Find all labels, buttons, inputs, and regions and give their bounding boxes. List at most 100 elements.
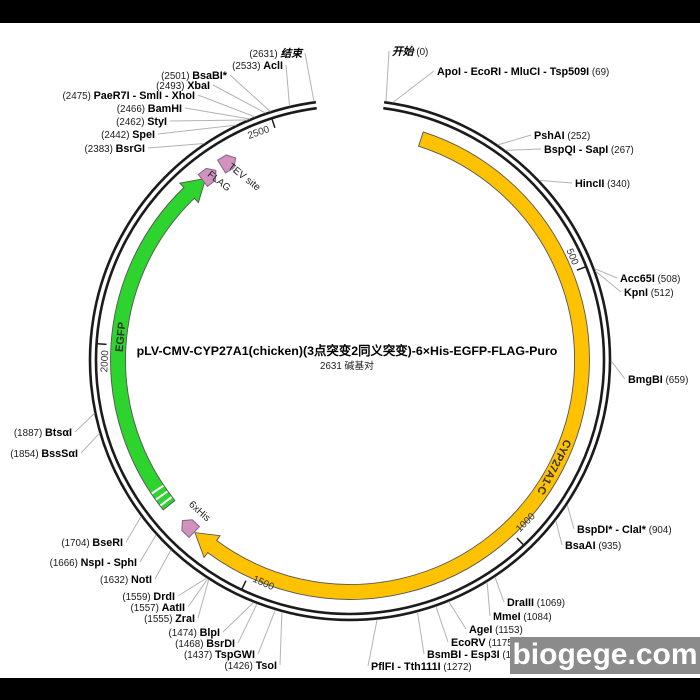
site-position: (1632): [100, 575, 131, 586]
site-position: (2475): [63, 91, 94, 102]
site-position: (2466): [117, 104, 148, 115]
tick-mark: [576, 266, 586, 271]
site-leader-line: [222, 602, 254, 633]
site-name: 开始: [392, 45, 415, 58]
site-leader-line: [154, 549, 172, 580]
site-position: (904): [646, 525, 672, 536]
site-leader-line: [125, 516, 142, 543]
terminal-label-start: 开始 (0): [392, 45, 428, 58]
site-label-zrai: (1555) ZraI: [144, 613, 195, 625]
site-leader-line: [177, 577, 207, 597]
site-name: BtsαI: [45, 427, 72, 439]
site-position: (512): [648, 288, 674, 299]
site-name: NspI - SphI: [81, 557, 137, 569]
feature-truncation-dash: [159, 496, 173, 507]
site-leader-line: [285, 64, 290, 107]
site-position: (1559): [122, 592, 153, 603]
tick-mark: [241, 580, 247, 590]
site-position: (2533): [232, 61, 263, 72]
marker-arrow-flag: [197, 167, 217, 188]
site-leader-line: [80, 432, 100, 454]
site-leader-line: [187, 578, 209, 608]
site-name: 结束: [280, 47, 304, 60]
site-name: BsaAI: [565, 540, 596, 552]
site-name: ZraI: [175, 613, 195, 625]
site-position: (935): [596, 541, 622, 552]
site-label-styi: (2462) StyI: [116, 116, 167, 128]
site-position: (508): [655, 274, 681, 285]
site-name: BmgBI: [628, 374, 663, 386]
site-leader-line: [212, 84, 266, 114]
site-name: BsrDI: [206, 638, 235, 650]
site-position: (1437): [184, 650, 215, 661]
site-leader-line: [197, 579, 210, 619]
feature-label: CYP27A1-C: [534, 437, 573, 496]
site-position: (2383): [85, 144, 116, 155]
tick-mark: [97, 343, 107, 346]
site-name: BspQI - SapI: [544, 144, 608, 156]
site-leader-line: [304, 52, 315, 102]
site-leader-line: [594, 268, 618, 279]
site-position: (69): [589, 67, 609, 78]
site-label-bmgbi: BmgBI (659): [628, 374, 688, 386]
site-leader-line: [279, 611, 283, 666]
site-position: (1175): [486, 638, 516, 649]
site-leader-line: [197, 94, 256, 118]
site-position: (1854): [10, 449, 41, 460]
site-position: (2462): [116, 117, 147, 128]
site-leader-line: [610, 360, 626, 380]
site-leader-line: [169, 119, 248, 122]
site-leader-line: [555, 520, 563, 546]
site-label-bspdi-clai-: BspDI* - ClaI* (904): [577, 524, 672, 536]
site-name: XbaI: [187, 80, 210, 92]
site-position: (659): [663, 375, 689, 386]
site-label-bsss-i: (1854) BssSαI: [10, 448, 78, 460]
site-name: PaeR7I - SmlI - XhoI: [94, 90, 195, 102]
site-label-nspi-sphi: (1666) NspI - SphI: [50, 557, 137, 569]
marker-leader-line: [231, 168, 238, 176]
marker-arrow-tev-site: [216, 154, 237, 174]
site-position: (1426): [225, 661, 256, 672]
site-leader-line: [566, 504, 575, 530]
site-name: BspDI* - ClaI*: [577, 524, 647, 536]
site-position: (2493): [156, 81, 187, 92]
site-label-pshai: PshAI (252): [534, 130, 590, 142]
site-label-xbai: (2493) XbaI: [156, 80, 210, 92]
site-label-apoi-ecori-mluci-tsp509i: ApoI - EcoRI - MluCI - Tsp509I (69): [437, 66, 609, 78]
site-leader-line: [257, 609, 276, 655]
feature-arrow-cyp27a1-c: [194, 131, 590, 600]
site-label-blpi: (1474) BlpI: [169, 627, 220, 639]
site-name: NotI: [131, 574, 152, 586]
site-name: TspGWI: [215, 649, 255, 661]
site-label-tsoi: (1426) TsoI: [225, 660, 277, 672]
site-position: (2442): [101, 130, 132, 141]
site-position: (1153): [492, 625, 522, 636]
site-leader-line: [157, 124, 237, 135]
site-label-draiii: DraIII (1069): [507, 597, 565, 609]
bottom-letterbox-bar: [0, 678, 700, 700]
site-leader-line: [505, 148, 542, 151]
feature-truncation-dash: [155, 490, 168, 501]
site-label-mmei: MmeI (1084): [493, 611, 552, 623]
site-leader-line: [392, 70, 435, 103]
site-position: (252): [565, 131, 591, 142]
plasmid-length-subtitle: 2631 碱基对: [320, 359, 374, 372]
site-name: BsmBI - Esp3I: [427, 649, 500, 661]
site-position: (1666): [50, 558, 81, 569]
site-label-acli: (2533) AclI: [232, 60, 283, 72]
site-position: (267): [608, 145, 634, 156]
site-leader-line: [486, 582, 491, 617]
tick-label: 2000: [99, 350, 111, 373]
site-position: (1555): [144, 614, 175, 625]
site-name: PflFI - Tth111I: [371, 661, 441, 673]
site-leader-line: [385, 50, 390, 102]
site-name: BsrGI: [116, 143, 145, 155]
site-label-drdi: (1559) DrdI: [122, 591, 175, 603]
site-leader-line: [184, 107, 250, 120]
site-label-paer7i-smli-xhoi: (2475) PaeR7I - SmlI - XhoI: [63, 90, 195, 102]
marker-label: TEV site: [226, 161, 263, 193]
site-position: (2501): [161, 71, 192, 82]
site-position: (340): [604, 179, 630, 190]
terminal-label-end: (2631) 结束: [249, 47, 304, 60]
site-label-bsaai: BsaAI (935): [565, 540, 621, 552]
